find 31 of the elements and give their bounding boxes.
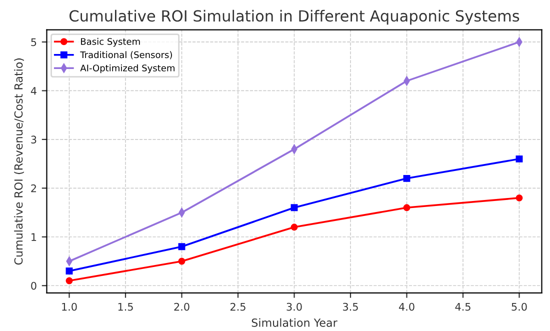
point (516, 155, 523, 162)
legend-label: Basic System (81, 38, 140, 47)
y-tick-label: 2 (31, 184, 36, 192)
x-tick-label: 4.5 (455, 302, 470, 311)
x-tick-label: 2.0 (174, 302, 190, 311)
y-tick-label: 0 (31, 282, 36, 290)
x-axis-title: Simulation Year (252, 318, 338, 327)
x-tick-label: 4.0 (398, 302, 414, 311)
point (290, 224, 298, 231)
point (178, 243, 186, 250)
point (403, 174, 410, 182)
point (178, 258, 186, 265)
y-tick-label: 5 (31, 38, 36, 46)
x-tick-label: 5.0 (512, 302, 527, 311)
x-tick-label: 2.5 (230, 302, 246, 311)
x-tick-label: 1.5 (118, 302, 133, 311)
point (516, 194, 523, 202)
y-tick-label: 4 (30, 87, 36, 95)
x-tick-label: 3.5 (343, 302, 358, 311)
chart-title: Cumulative ROI Simulation in Different Aquaponic Systems (70, 10, 520, 25)
point (290, 204, 298, 212)
x-tick-label: 3.0 (286, 302, 302, 311)
point (66, 268, 73, 274)
y-tick-label: 3 (31, 136, 36, 144)
point (66, 277, 73, 284)
point (403, 204, 410, 212)
y-axis-title: Cumulative ROI (Revenue/Cost Ratio) (14, 58, 24, 265)
legend-label: AI-Optimized System (80, 64, 174, 74)
legend-label: Traditional (Sensors) (80, 51, 172, 60)
x-tick-label: 1.0 (62, 302, 77, 311)
y-tick-label: 1 (32, 233, 36, 241)
